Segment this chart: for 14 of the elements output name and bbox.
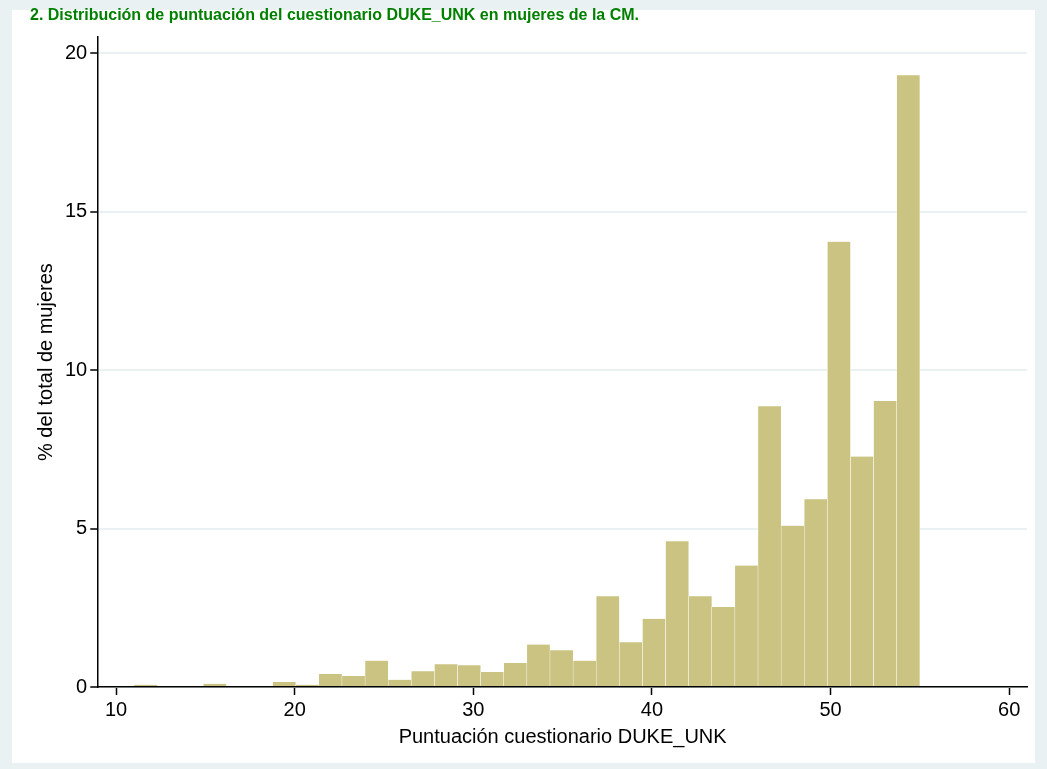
y-axis-title: % del total de mujeres bbox=[33, 263, 56, 462]
x-tick-label: 20 bbox=[283, 697, 306, 720]
y-tick-label: 5 bbox=[76, 516, 88, 539]
x-axis-title: Puntuación cuestionario DUKE_UNK bbox=[398, 724, 728, 748]
x-tick-label: 30 bbox=[462, 697, 485, 720]
x-tick-label: 10 bbox=[104, 697, 128, 720]
y-tick-label: 15 bbox=[65, 199, 88, 222]
y-tick-label: 10 bbox=[65, 357, 88, 380]
x-tick-label: 60 bbox=[998, 697, 1021, 720]
x-tick-label: 40 bbox=[640, 697, 664, 720]
y-tick-label: 20 bbox=[65, 40, 88, 63]
chart-title: 2. Distribución de puntuación del cuestionario DUKE_UNK en mujeres de la CM. bbox=[30, 6, 639, 24]
x-tick-label: 50 bbox=[819, 697, 842, 720]
y-tick-label: 0 bbox=[76, 674, 88, 697]
